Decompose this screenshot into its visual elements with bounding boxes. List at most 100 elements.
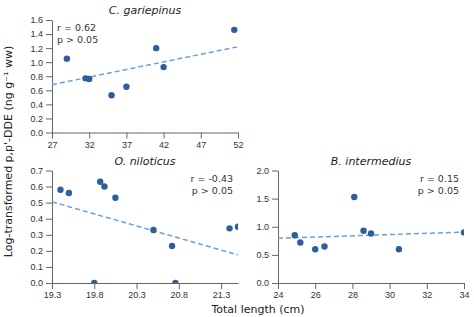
point	[57, 187, 63, 193]
tick-mark	[464, 283, 465, 289]
tick: 0.2	[30, 114, 52, 124]
tick: 0.4	[30, 214, 52, 224]
axis-line	[52, 171, 53, 284]
tick: 21.3	[213, 283, 231, 300]
tick-label: 0.5	[256, 250, 269, 260]
point	[297, 239, 303, 245]
tick-label: 34	[459, 290, 469, 300]
tick-label: 26	[311, 290, 321, 300]
tick: 2.0	[256, 166, 278, 176]
point	[160, 64, 166, 70]
tick-mark	[315, 283, 316, 289]
x-axis: 242628303234	[273, 283, 469, 300]
tick-mark	[52, 283, 53, 289]
point	[231, 27, 237, 33]
tick-label: 0.2	[30, 114, 43, 124]
tick: 0.2	[30, 246, 52, 256]
point	[91, 280, 97, 283]
tick-label: 1.0	[30, 58, 43, 68]
point	[235, 224, 238, 230]
tick-mark	[46, 34, 52, 35]
tick-mark	[46, 76, 52, 77]
annotation: r = 0.62	[57, 22, 96, 33]
tick: 19.8	[86, 283, 104, 300]
tick-label: 20.3	[128, 290, 146, 300]
tick-mark	[126, 133, 127, 139]
tick-mark	[278, 283, 279, 289]
tick: 19.3	[44, 283, 62, 300]
annotation: p > 0.05	[192, 185, 233, 196]
tick-label: 32	[85, 140, 95, 150]
tick-mark	[46, 90, 52, 91]
tick: 52	[233, 133, 243, 150]
tick-mark	[221, 283, 222, 289]
tick: 0.6	[30, 86, 52, 96]
tick-label: 42	[159, 140, 169, 150]
tick-mark	[272, 283, 278, 284]
tick-label: 30	[385, 290, 395, 300]
tick-label: 0.0	[30, 278, 43, 288]
annotation: r = -0.43	[191, 173, 234, 184]
tick-mark	[52, 133, 53, 139]
tick: 26	[311, 283, 321, 300]
plot-area	[52, 179, 238, 283]
annotation: p > 0.05	[57, 34, 98, 45]
tick-mark	[46, 267, 52, 268]
axis-line	[52, 21, 53, 134]
y-axis-title: Log-transformed p,p'-DDE (ng g⁻¹ ww)	[2, 46, 15, 257]
point	[226, 225, 232, 231]
point	[321, 243, 327, 249]
tick: 0.4	[30, 100, 52, 110]
y-axis: 0.00.51.01.52.0	[256, 166, 278, 289]
point	[64, 55, 70, 61]
annotation: r = 0.15	[420, 173, 459, 184]
tick: 42	[159, 133, 169, 150]
point	[360, 227, 366, 233]
tick: 0.5	[30, 198, 52, 208]
tick-mark	[46, 219, 52, 220]
point	[150, 227, 156, 233]
plot-area	[52, 27, 238, 99]
tick-mark	[46, 203, 52, 204]
tick-label: 0.6	[30, 86, 43, 96]
point	[396, 246, 402, 252]
point	[86, 76, 92, 82]
tick: 0.5	[256, 250, 278, 260]
tick: 20.3	[128, 283, 146, 300]
tick: 32	[422, 283, 432, 300]
tick-label: 21.3	[213, 290, 231, 300]
tick-mark	[390, 283, 391, 289]
axis-line	[279, 283, 465, 284]
point	[461, 229, 464, 235]
tick: 1.2	[30, 44, 52, 54]
annotation: p > 0.05	[418, 185, 459, 196]
tick: 34	[459, 283, 469, 300]
axis-line	[53, 133, 239, 134]
trend-line	[52, 47, 238, 85]
tick-label: 52	[233, 140, 243, 150]
tick: 1.5	[256, 194, 278, 204]
tick-mark	[272, 255, 278, 256]
tick-label: 24	[273, 290, 283, 300]
tick-mark	[89, 133, 90, 139]
tick-mark	[272, 171, 278, 172]
y-axis: 0.00.20.40.60.81.01.21.41.6	[30, 15, 52, 138]
tick-mark	[46, 20, 52, 21]
tick-label: 1.5	[256, 194, 269, 204]
tick-label: 37	[122, 140, 132, 150]
tick: 1.0	[30, 58, 52, 68]
tick: 1.0	[256, 222, 278, 232]
tick-mark	[46, 133, 52, 134]
tick: 1.6	[30, 15, 52, 25]
point	[112, 195, 118, 201]
panel-title: B. intermedius	[331, 155, 412, 168]
tick: 0.3	[30, 230, 52, 240]
tick-label: 1.2	[30, 44, 43, 54]
tick-label: 32	[422, 290, 432, 300]
tick-mark	[46, 235, 52, 236]
point	[172, 280, 178, 283]
point	[66, 190, 72, 196]
panel-title: C. gariepinus	[109, 4, 182, 17]
tick-mark	[179, 283, 180, 289]
tick-mark	[137, 283, 138, 289]
